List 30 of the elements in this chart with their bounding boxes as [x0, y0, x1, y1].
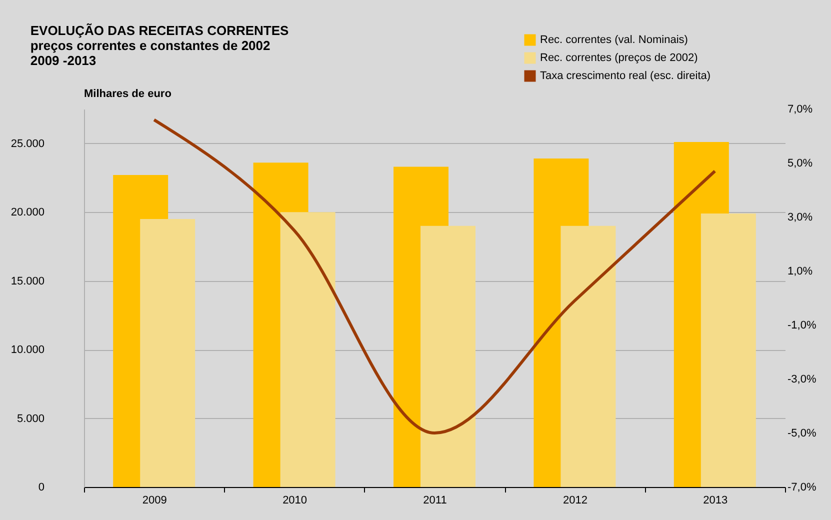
y2-tick-label: -1,0%: [788, 320, 816, 332]
legend-label: Rec. correntes (val. Nominais): [540, 34, 688, 46]
x-tick-label: 2012: [562, 494, 588, 506]
legend-label: Rec. correntes (preços de 2002): [540, 52, 698, 64]
y2-tick-label: 7,0%: [788, 104, 813, 116]
bar: [420, 226, 476, 487]
line-series: [152, 118, 716, 434]
y2-tick-label: 1,0%: [788, 266, 813, 278]
y2-tick-label: -3,0%: [788, 374, 816, 386]
y2-tick-label: -7,0%: [788, 482, 816, 494]
x-tick-label: 2011: [423, 494, 447, 506]
y-tick-label: 0: [38, 482, 44, 494]
bar: [700, 213, 756, 487]
y-tick-label: 15.000: [10, 275, 44, 288]
y-tick-label: 20.000: [10, 206, 44, 219]
x-tick-label: 2010: [282, 494, 308, 506]
y-tick-label: 10.000: [10, 344, 44, 356]
bar: [560, 226, 616, 487]
y2-tick-label: 5,0%: [788, 158, 813, 170]
y2-tick-label: -5,0%: [788, 428, 816, 440]
bar: [140, 218, 196, 487]
x-tick-label: 2009: [142, 494, 167, 506]
y2-tick-label: 3,0%: [788, 212, 813, 224]
chart-title: EVOLUÇÃO DAS RECEITAS CORRENTES preços correntes e constantes de 2002 2009 -2013: [30, 23, 290, 68]
bar: [280, 212, 336, 487]
y-axis-title: Milhares de euro: [84, 88, 172, 100]
y-tick-label: 25.000: [10, 138, 44, 150]
legend-label: Taxa crescimento real (esc. direita): [540, 70, 711, 82]
x-tick-label: 2013: [703, 494, 728, 506]
y-tick-label: 5.000: [16, 412, 44, 425]
